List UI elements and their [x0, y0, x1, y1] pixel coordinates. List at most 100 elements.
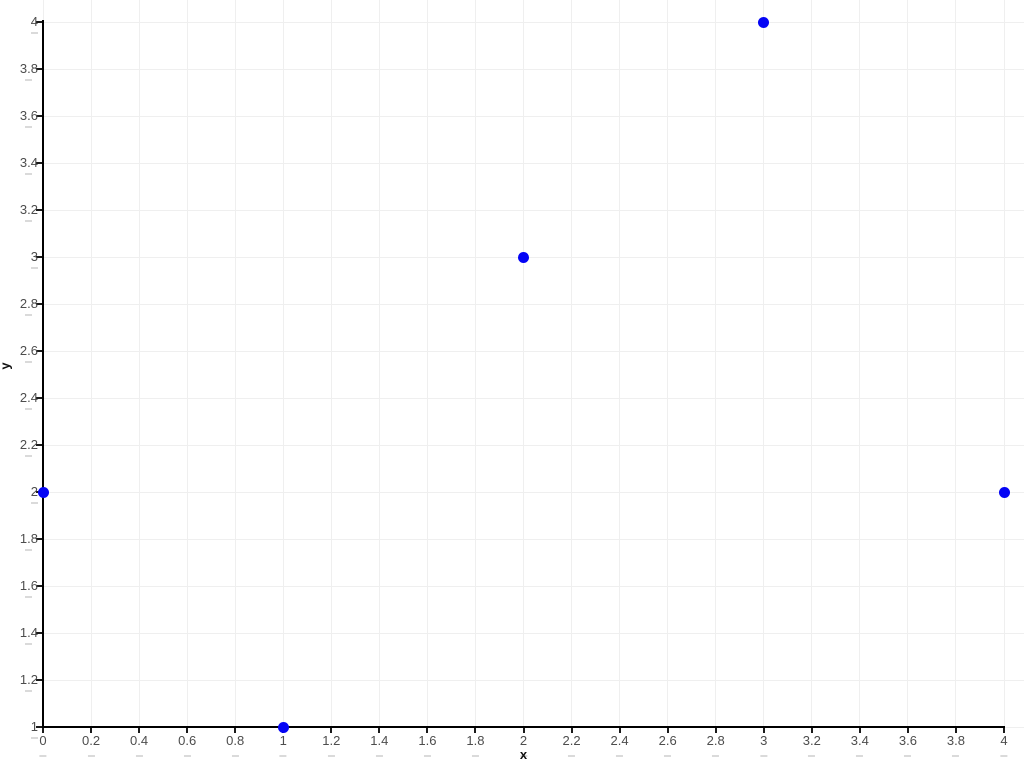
- vertical-gridline: [907, 0, 909, 727]
- x-axis-tick: [330, 728, 333, 733]
- y-tick-label-group: 2.4: [20, 391, 38, 410]
- x-tick-label-group: 1.4: [370, 734, 388, 757]
- x-axis-tick: [858, 728, 861, 733]
- x-tick-label-group: 0.2: [82, 734, 100, 757]
- x-tick-label-shadow: [135, 755, 143, 757]
- y-tick-label-group: 2.6: [20, 344, 38, 363]
- y-tick-label-shadow: [30, 737, 38, 739]
- x-axis-line: [42, 726, 1005, 728]
- vertical-gridline: [571, 0, 573, 727]
- y-tick-label: 2.2: [19, 437, 38, 452]
- data-point: [277, 721, 289, 733]
- x-tick-label-shadow: [327, 755, 335, 757]
- y-tick-label-group: 3.2: [20, 203, 38, 222]
- y-tick-label-shadow: [25, 173, 33, 175]
- y-axis-tick: [36, 21, 42, 23]
- x-axis-tick: [954, 728, 957, 733]
- data-point: [758, 16, 770, 28]
- x-axis-tick: [714, 728, 717, 733]
- x-axis-tick: [810, 728, 813, 733]
- vertical-gridline: [378, 0, 380, 727]
- y-axis-tick: [36, 68, 42, 70]
- x-tick-label-shadow: [760, 755, 768, 757]
- y-axis-tick: [36, 726, 42, 728]
- x-tick-label-shadow: [183, 755, 191, 757]
- y-axis-line: [42, 20, 44, 728]
- vertical-gridline: [811, 0, 813, 727]
- x-tick-label: 2.4: [610, 733, 629, 748]
- x-axis-tick: [474, 728, 477, 733]
- horizontal-gridline: [43, 444, 1024, 446]
- x-tick-label-shadow: [664, 755, 672, 757]
- y-tick-label: 2: [30, 484, 38, 499]
- horizontal-gridline: [43, 256, 1024, 258]
- x-axis-tick: [234, 728, 237, 733]
- x-tick-label: 3.2: [802, 733, 821, 748]
- horizontal-gridline: [43, 115, 1024, 117]
- x-tick-label-group: 1: [280, 734, 287, 757]
- x-axis-tick: [906, 728, 909, 733]
- x-tick-label-group: 2.2: [563, 734, 581, 757]
- x-tick-label: 0.8: [226, 733, 245, 748]
- x-tick-label-group: 1.8: [466, 734, 484, 757]
- x-tick-label-group: 2.6: [659, 734, 677, 757]
- x-axis-tick: [618, 728, 621, 733]
- vertical-gridline: [90, 0, 92, 727]
- y-tick-label-group: 1.4: [20, 626, 38, 645]
- y-tick-label: 1.2: [19, 672, 38, 687]
- x-tick-label: 2: [519, 733, 528, 748]
- vertical-gridline: [282, 0, 284, 727]
- x-tick-label: 1.6: [418, 733, 437, 748]
- x-tick-label-shadow: [856, 755, 864, 757]
- x-tick-label-shadow: [952, 755, 960, 757]
- data-point: [998, 486, 1010, 498]
- y-tick-label-group: 3.8: [20, 62, 38, 81]
- y-axis-tick: [36, 209, 42, 211]
- y-tick-label-group: 3.4: [20, 156, 38, 175]
- y-axis-tick: [36, 115, 42, 117]
- x-tick-label-shadow: [375, 755, 383, 757]
- y-axis-tick: [36, 303, 42, 305]
- y-tick-label-shadow: [25, 126, 33, 128]
- x-axis-tick: [1003, 728, 1005, 733]
- horizontal-gridline: [43, 585, 1024, 587]
- x-tick-label-group: 3: [760, 734, 767, 757]
- y-axis-tick: [36, 679, 42, 681]
- x-tick-label: 2.6: [658, 733, 677, 748]
- x-tick-label-group: 0.6: [178, 734, 196, 757]
- x-tick-label-group: 4: [1000, 734, 1008, 757]
- vertical-gridline: [474, 0, 476, 727]
- vertical-gridline: [234, 0, 236, 727]
- y-tick-label-shadow: [25, 361, 33, 363]
- x-tick-label: 1.2: [322, 733, 341, 748]
- y-axis-tick: [36, 585, 42, 587]
- horizontal-gridline: [43, 538, 1024, 540]
- x-tick-label: 3: [760, 733, 768, 748]
- x-tick-label-shadow: [1000, 755, 1008, 757]
- x-tick-label-group: 0.4: [130, 734, 148, 757]
- x-tick-label-group: 2: [520, 734, 527, 757]
- horizontal-gridline: [43, 162, 1024, 164]
- x-axis-tick: [42, 728, 44, 733]
- x-axis-tick: [570, 728, 573, 733]
- vertical-gridline: [330, 0, 332, 727]
- data-point: [37, 486, 49, 498]
- x-tick-label: 0.4: [130, 733, 149, 748]
- x-tick-label-shadow: [423, 755, 431, 757]
- x-tick-label: 0.6: [178, 733, 197, 748]
- y-tick-label: 3.8: [19, 61, 38, 76]
- y-tick-label: 1.8: [19, 531, 38, 546]
- vertical-gridline: [426, 0, 428, 727]
- x-tick-label-group: 0: [39, 734, 47, 757]
- y-tick-label: 2.4: [19, 390, 38, 405]
- y-axis-tick: [36, 162, 42, 164]
- y-tick-label-group: 2.8: [20, 297, 38, 316]
- y-axis-tick: [36, 397, 42, 399]
- x-tick-label-shadow: [87, 755, 95, 757]
- x-tick-label: 2.2: [562, 733, 581, 748]
- vertical-gridline: [763, 0, 765, 727]
- x-axis-tick: [666, 728, 669, 733]
- y-tick-label-shadow: [25, 408, 33, 410]
- horizontal-gridline: [43, 679, 1024, 681]
- y-tick-label: 4: [30, 14, 38, 29]
